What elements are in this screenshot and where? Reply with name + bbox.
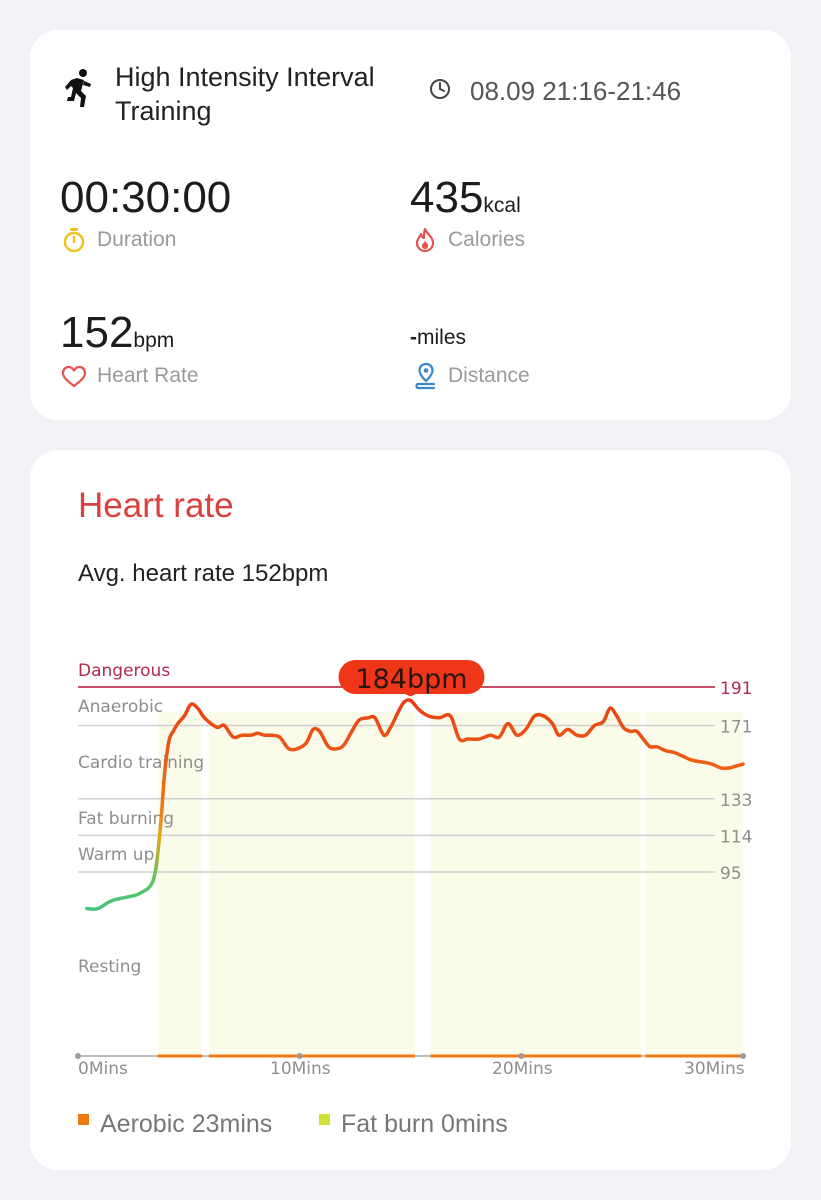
running-person-icon	[65, 69, 91, 107]
aerobic-legend-label: Aerobic 23mins	[100, 1110, 273, 1138]
aerobic-legend-swatch	[78, 1114, 89, 1125]
heart-rate-line	[85, 698, 745, 911]
peak-label: 184bpm	[355, 664, 467, 695]
x-tick-label: 0Mins	[78, 1059, 128, 1079]
workout-time-range: 08.09 21:16-21:46	[470, 76, 682, 106]
distance-value: -	[410, 326, 417, 349]
zone-band	[430, 712, 642, 1056]
average-heart-rate-text: Avg. heart rate 152bpm	[78, 560, 329, 587]
x-tick-dot	[518, 1053, 525, 1059]
heart-rate-value: 152	[60, 308, 134, 357]
heart-rate-unit: bpm	[133, 329, 175, 352]
distance-stat: -miles	[410, 326, 466, 350]
fat-burn-legend-label: Fat burn 0mins	[341, 1110, 508, 1138]
distance-label: Distance	[448, 364, 530, 387]
workout-summary-card: High Intensity Interval Training 08.09 2…	[30, 30, 791, 420]
x-tick-dot	[296, 1053, 303, 1059]
heart-icon	[61, 365, 87, 388]
x-tick-dot	[740, 1053, 746, 1059]
heart-rate-title: Heart rate	[78, 486, 234, 525]
zone-band	[208, 712, 415, 1056]
location-pin-icon	[415, 362, 436, 390]
distance-unit: miles	[417, 326, 467, 349]
calories-label: Calories	[448, 228, 526, 251]
zone-label: Anaerobic	[78, 697, 163, 717]
zone-band	[645, 712, 743, 1056]
duration-value: 00:30:00	[60, 173, 232, 222]
calories-value: 435	[410, 173, 484, 222]
zone-label: Dangerous	[78, 661, 170, 681]
x-tick-dot	[75, 1053, 81, 1059]
zone-label: Resting	[78, 957, 141, 977]
threshold-label: 133	[720, 791, 752, 811]
x-tick-label: 20Mins	[492, 1059, 553, 1079]
heart-rate-stat: 152bpm	[60, 308, 174, 366]
threshold-label: 171	[720, 718, 752, 738]
heart-rate-chart: Dangerous Anaerobic Cardio training Fat bur…	[75, 660, 752, 1079]
flame-icon	[415, 227, 435, 253]
workout-title: High Intensity Interval Training	[115, 62, 375, 126]
calories-stat: 435kcal	[410, 173, 521, 231]
peak-badge	[338, 660, 485, 694]
threshold-label: 191	[720, 679, 752, 699]
x-tick-label: 10Mins	[270, 1059, 331, 1079]
threshold-label: 95	[720, 864, 742, 884]
zone-label: Cardio training	[78, 753, 204, 773]
fat-burn-legend-swatch	[319, 1114, 330, 1125]
heart-rate-label: Heart Rate	[97, 364, 199, 387]
heart-rate-card: Heart rate Avg. heart rate 152bpm Danger…	[30, 450, 791, 1170]
stopwatch-icon	[63, 228, 85, 253]
threshold-label: 114	[720, 827, 752, 847]
clock-icon	[430, 79, 450, 99]
zone-label: Warm up	[78, 845, 154, 865]
x-tick-label: 30Mins	[684, 1059, 745, 1079]
duration-label: Duration	[97, 228, 177, 251]
zone-label: Fat burning	[78, 809, 174, 829]
calories-unit: kcal	[483, 194, 521, 217]
